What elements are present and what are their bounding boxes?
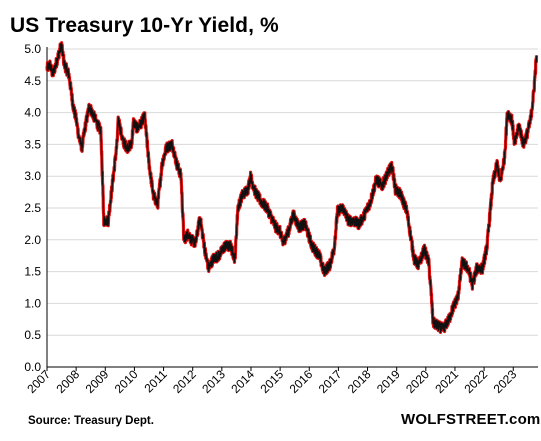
y-tick-label: 0.5 xyxy=(24,328,41,342)
x-tick-label: 2016 xyxy=(287,367,316,396)
brand-logo: WOLFSTREET.com xyxy=(401,411,541,428)
series-line-red xyxy=(45,41,539,334)
y-tick-label: 3.5 xyxy=(24,137,41,151)
x-tick-label: 2018 xyxy=(345,367,374,396)
y-tick-labels: 0.0 0.5 1.0 1.5 2.0 2.5 3.0 3.5 4.0 4.5 5.0 xyxy=(24,42,41,374)
x-tick-label: 2017 xyxy=(316,367,345,396)
axis-layer xyxy=(46,47,538,371)
x-tick-label: 2015 xyxy=(257,367,286,396)
x-tick-label: 2021 xyxy=(432,367,461,396)
y-tick-label: 2.0 xyxy=(24,233,41,247)
y-tick-label: 1.0 xyxy=(24,296,41,310)
y-tick-label: 5.0 xyxy=(24,42,41,56)
x-tick-label: 2023 xyxy=(491,367,520,396)
x-tick-label: 2022 xyxy=(461,367,490,396)
y-tick-label: 4.0 xyxy=(24,106,41,120)
x-tick-label: 2008 xyxy=(53,367,82,396)
x-tick-label: 2013 xyxy=(199,367,228,396)
grid-layer xyxy=(47,48,538,336)
series-line xyxy=(46,42,538,333)
x-tick-label: 2019 xyxy=(374,367,403,396)
x-tick-label: 2010 xyxy=(112,367,141,396)
y-tick-label: 1.5 xyxy=(24,265,41,279)
y-tick-label: 0.0 xyxy=(24,360,41,374)
x-tick-label: 2009 xyxy=(83,367,112,396)
x-tick-label: 2012 xyxy=(170,367,199,396)
chart-title: US Treasury 10-Yr Yield, % xyxy=(10,14,279,37)
y-tick-label: 4.5 xyxy=(24,74,41,88)
x-tick-label: 2020 xyxy=(403,367,432,396)
x-tick-label: 2011 xyxy=(142,367,170,395)
y-tick-label: 3.0 xyxy=(24,169,41,183)
x-tick-label: 2014 xyxy=(228,367,257,396)
x-tick-labels: 2007 2008 2009 2010 2011 2012 2013 2014 2015 2016… xyxy=(24,367,519,396)
y-tick-label: 2.5 xyxy=(24,201,41,215)
series-layer xyxy=(45,41,539,334)
source-note: Source: Treasury Dept. xyxy=(28,415,154,427)
